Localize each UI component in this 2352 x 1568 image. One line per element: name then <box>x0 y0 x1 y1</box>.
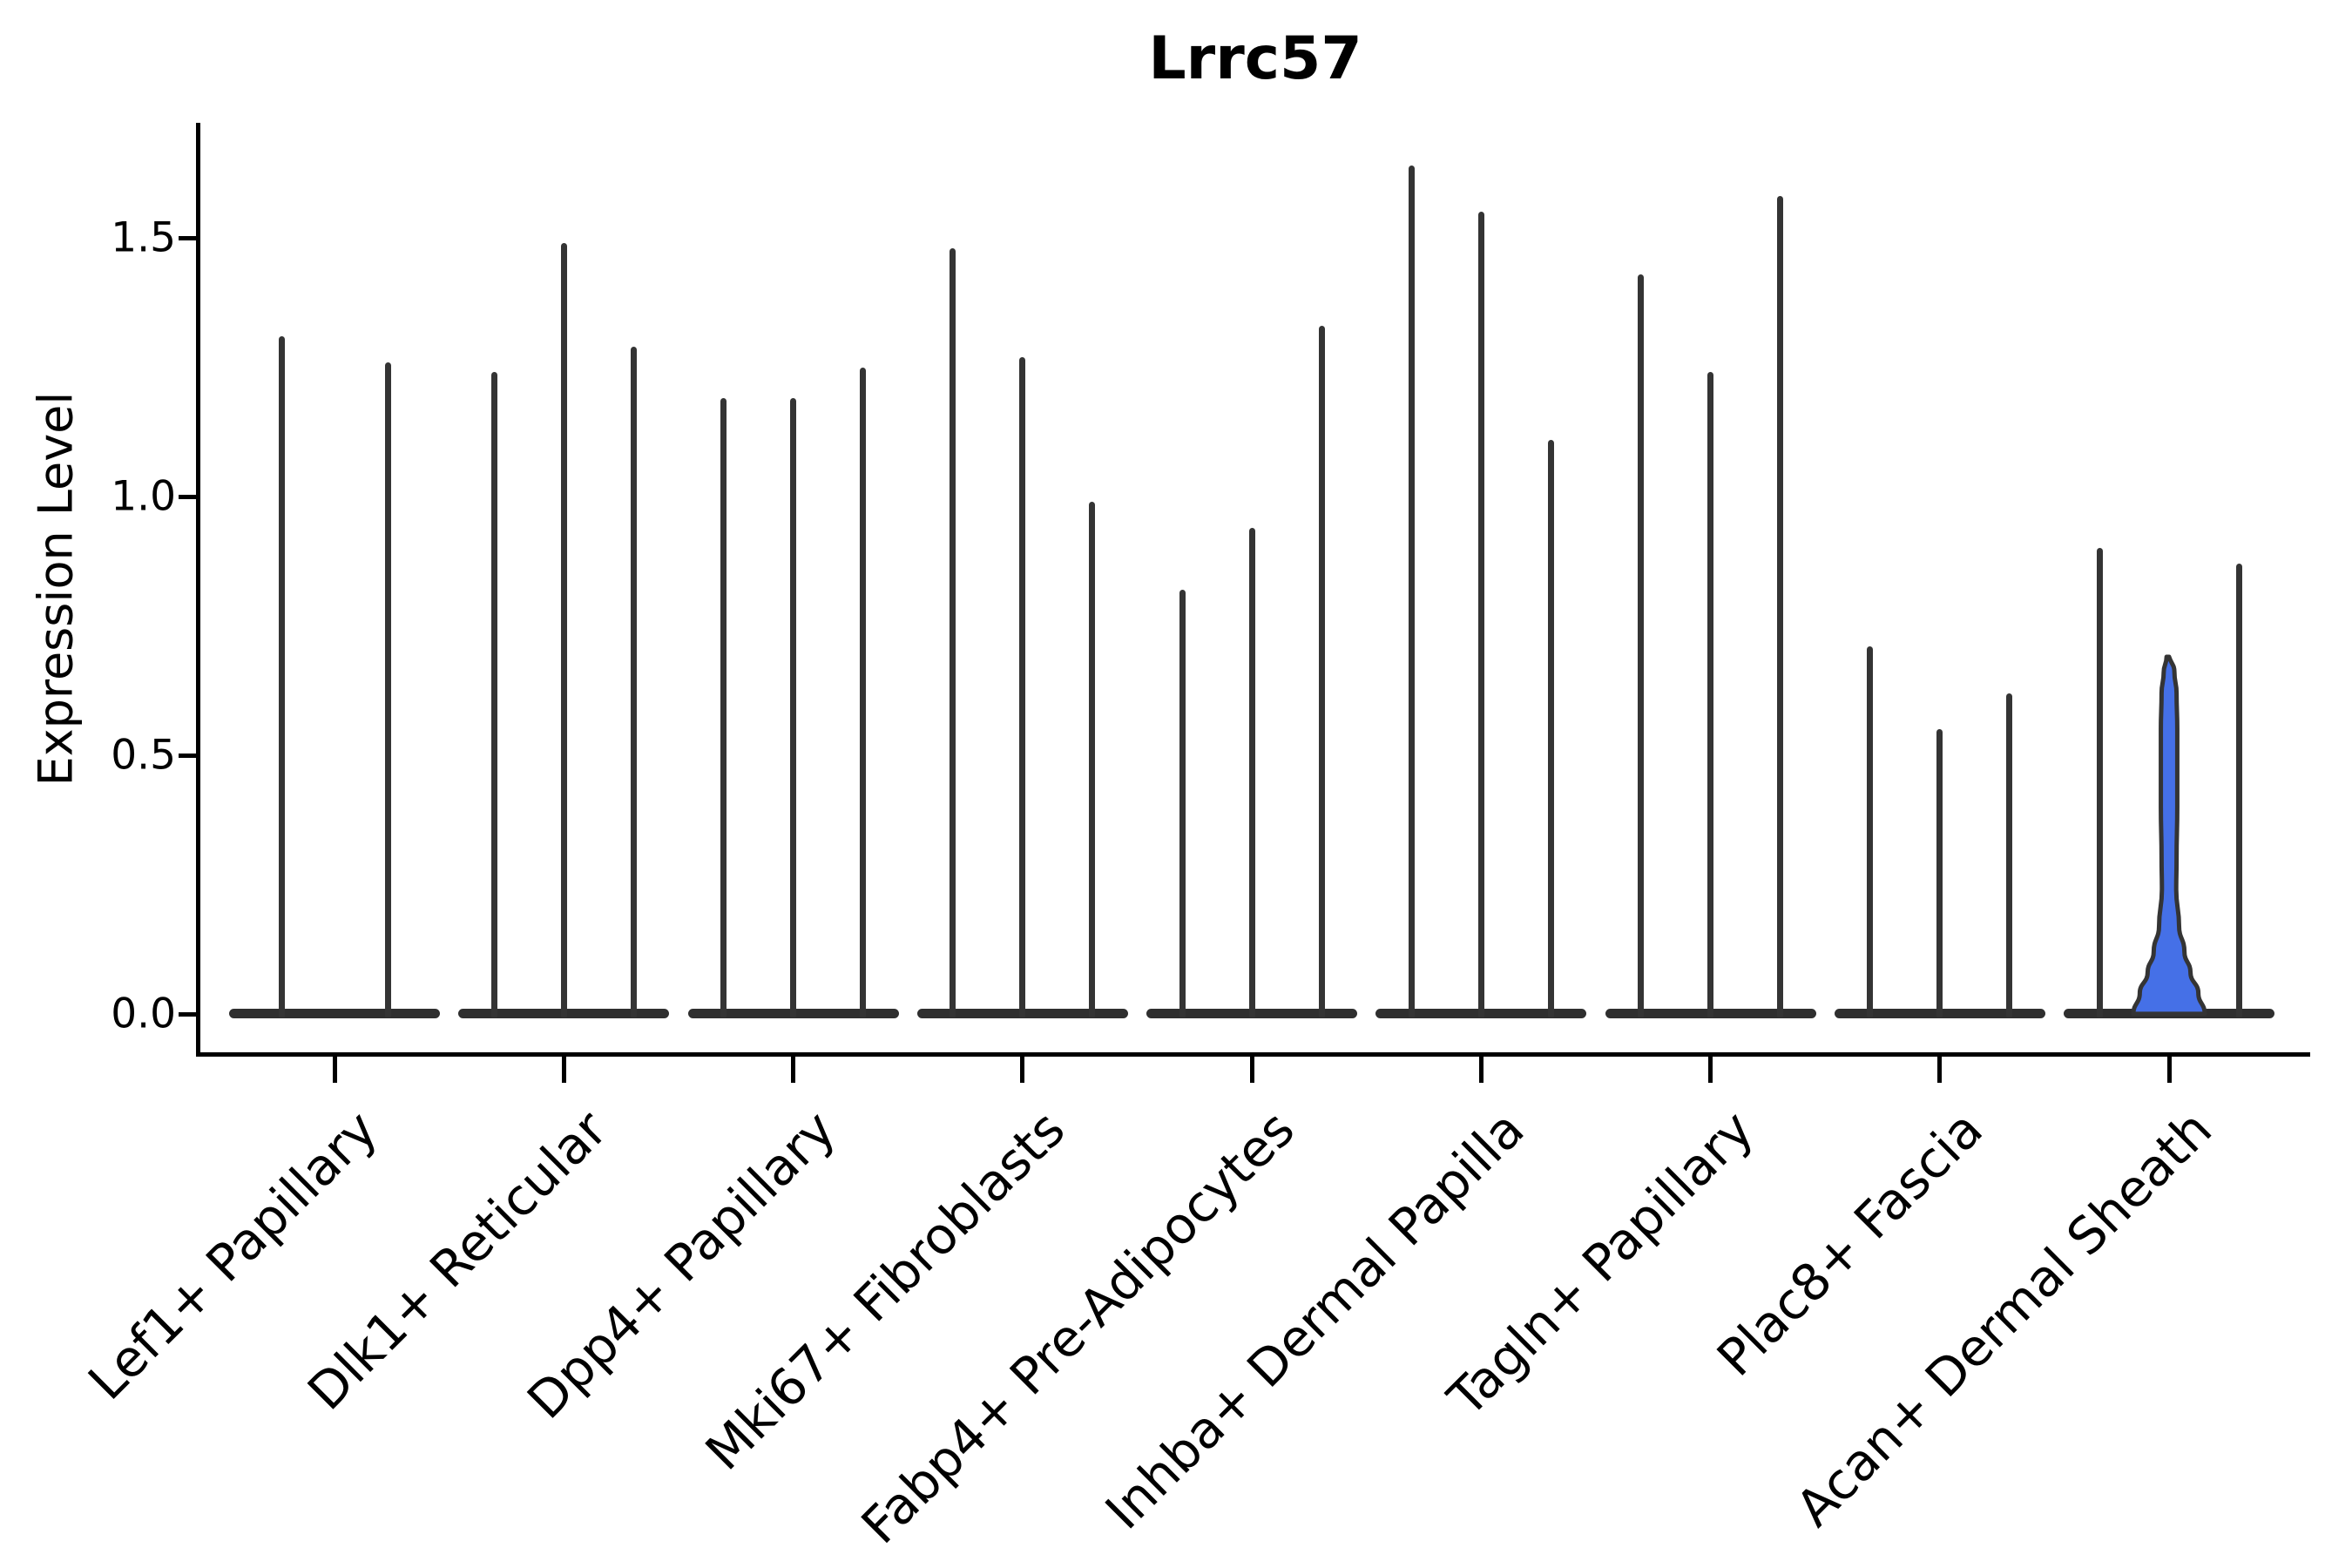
y-tick-label: 1.5 <box>111 213 176 262</box>
x-tick-mark <box>2166 1056 2172 1083</box>
highlighted-violin <box>2131 654 2207 1017</box>
y-tick-mark <box>179 1011 198 1017</box>
violin-spike <box>1547 439 1554 1017</box>
violin-spike <box>1777 196 1783 1017</box>
violin-spike <box>1179 589 1186 1017</box>
y-tick-label: 1.0 <box>111 472 176 521</box>
violin-spike <box>278 335 285 1017</box>
violin-spike <box>790 398 796 1017</box>
violin-spike <box>1867 646 1874 1017</box>
violin-spike <box>860 367 866 1017</box>
x-axis-spine <box>196 1052 2310 1057</box>
violin-spike <box>1089 501 1096 1017</box>
violin-spike <box>1707 372 1713 1017</box>
violin-spike <box>1019 356 1026 1017</box>
violin-spike <box>2235 564 2242 1017</box>
violin-spike <box>490 372 497 1017</box>
x-tick-mark <box>561 1056 566 1083</box>
violin-spike <box>630 346 637 1017</box>
y-tick-mark <box>179 235 198 240</box>
violin-spike <box>1638 274 1644 1017</box>
violin-spike <box>950 247 956 1017</box>
y-tick-mark <box>179 753 198 758</box>
y-tick-label: 0.5 <box>111 731 176 780</box>
violin-spike <box>1248 527 1255 1017</box>
x-tick-mark <box>1249 1056 1254 1083</box>
violin-spike <box>384 362 391 1017</box>
violin-spike <box>1936 729 1943 1017</box>
y-tick-mark <box>179 494 198 499</box>
x-category-label: Fabp4+ Pre-Adipocytes <box>849 1099 1307 1556</box>
x-tick-mark <box>332 1056 337 1083</box>
y-axis-label: Expression Level <box>28 391 84 787</box>
y-axis-spine <box>196 123 200 1057</box>
violin-spike <box>560 242 567 1017</box>
x-category-label: Acan+ Dermal Sheath <box>1784 1099 2224 1538</box>
violin-spike <box>720 398 727 1017</box>
x-tick-mark <box>791 1056 795 1083</box>
chart-title: Lrrc57 <box>1148 24 1362 93</box>
x-tick-mark <box>1708 1056 1713 1083</box>
violin-spike <box>1477 212 1484 1017</box>
x-tick-mark <box>1020 1056 1025 1083</box>
violin-spike <box>1408 165 1415 1017</box>
violin-spike <box>2006 693 2013 1017</box>
highlighted-violin-shape <box>2131 654 2207 1017</box>
violin-zero-baseline <box>229 1009 440 1018</box>
x-tick-mark <box>1937 1056 1943 1083</box>
x-tick-mark <box>1478 1056 1484 1083</box>
y-tick-label: 0.0 <box>111 990 176 1038</box>
violin-spike <box>2096 548 2103 1017</box>
violin-spike <box>1318 325 1325 1017</box>
x-category-label: Inhba+ Dermal Papilla <box>1093 1099 1536 1541</box>
